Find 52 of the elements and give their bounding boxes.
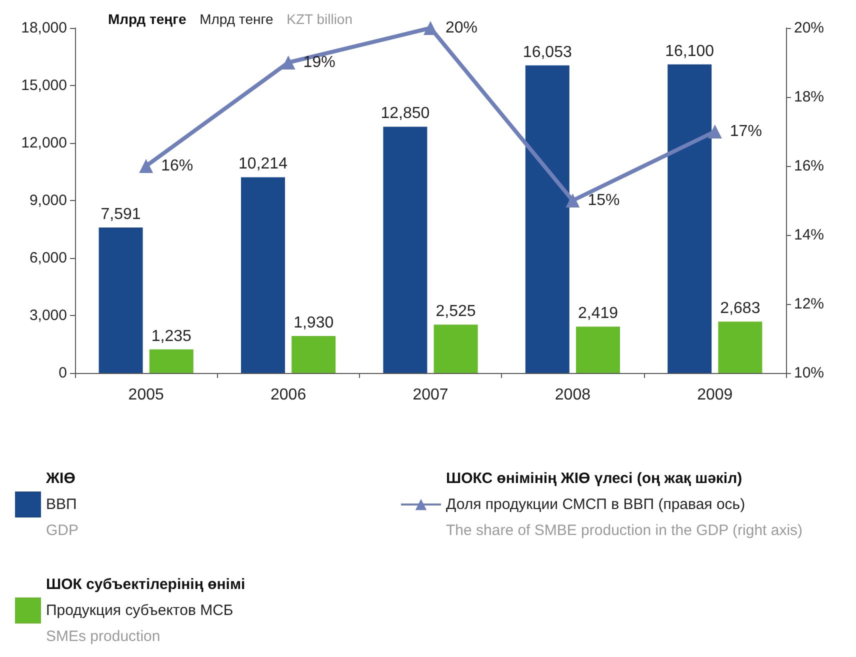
y2-tick-label: 20% (794, 20, 824, 36)
data-label: 10,214 (238, 156, 288, 173)
point (281, 56, 296, 70)
y2-tick-label: 12% (794, 296, 824, 312)
y2-tick-label: 10% (794, 364, 824, 382)
y-tick-label: 0 (58, 364, 67, 382)
legend-label: ЖІӨ ВВП GDP (45, 470, 79, 539)
data-label: 1,235 (151, 328, 192, 345)
data-label: 16% (161, 158, 194, 174)
bar (576, 326, 620, 373)
y2-tick-label: 16% (794, 158, 824, 174)
x-tick-label: 2007 (412, 386, 448, 404)
bar (292, 336, 336, 373)
point (139, 159, 154, 173)
legend-label: ШОК субъектілерінің өнімі Продукция субъектов МСБ SMEs production (46, 576, 246, 645)
bar (149, 349, 194, 373)
data-label: 7,591 (100, 206, 141, 224)
point (424, 21, 438, 35)
data-label: 16,100 (665, 42, 714, 60)
y-axis-title: Млрд теңге Млрд тенге KZT billion (108, 11, 353, 27)
data-label: 16,053 (522, 44, 572, 61)
y-tick-label: 15,000 (21, 77, 67, 94)
data-label: 12,850 (380, 105, 430, 122)
y-tick-label: 6,000 (29, 250, 67, 266)
x-tick-label: 2005 (128, 386, 164, 404)
y-tick-label: 18,000 (21, 20, 67, 36)
point (708, 124, 722, 138)
data-label: 2,419 (578, 305, 618, 322)
y2-tick-label: 14% (794, 226, 824, 244)
data-label: 17% (730, 123, 762, 140)
data-label: 2,683 (720, 300, 760, 318)
bar (383, 126, 428, 373)
x-tick-label: 2008 (554, 386, 591, 404)
data-label: 2,525 (436, 303, 476, 320)
legend-label: ШОКС өнімінің ЖІӨ үлесі (оң жақ шәкіл) Доля продукции СМСП в ВВП (правая ось) The share of SMBE production in the GDP (right axis) (446, 470, 803, 539)
bar (668, 64, 712, 373)
data-label: 19% (303, 54, 336, 71)
point (566, 194, 580, 208)
y2-tick-label: 18% (794, 88, 824, 106)
y-tick-label: 3,000 (29, 307, 67, 324)
bar (241, 177, 285, 373)
bar (718, 322, 762, 373)
y-tick-label: 9,000 (29, 192, 67, 209)
data-label: 1,930 (294, 314, 334, 332)
bar (434, 324, 478, 373)
data-label: 20% (446, 20, 478, 36)
bar (525, 65, 570, 373)
x-tick-label: 2009 (697, 386, 733, 404)
x-tick-label: 2006 (270, 386, 306, 404)
y-tick-label: 12,000 (21, 134, 67, 152)
data-label: 15% (588, 192, 620, 209)
bar (98, 228, 143, 373)
